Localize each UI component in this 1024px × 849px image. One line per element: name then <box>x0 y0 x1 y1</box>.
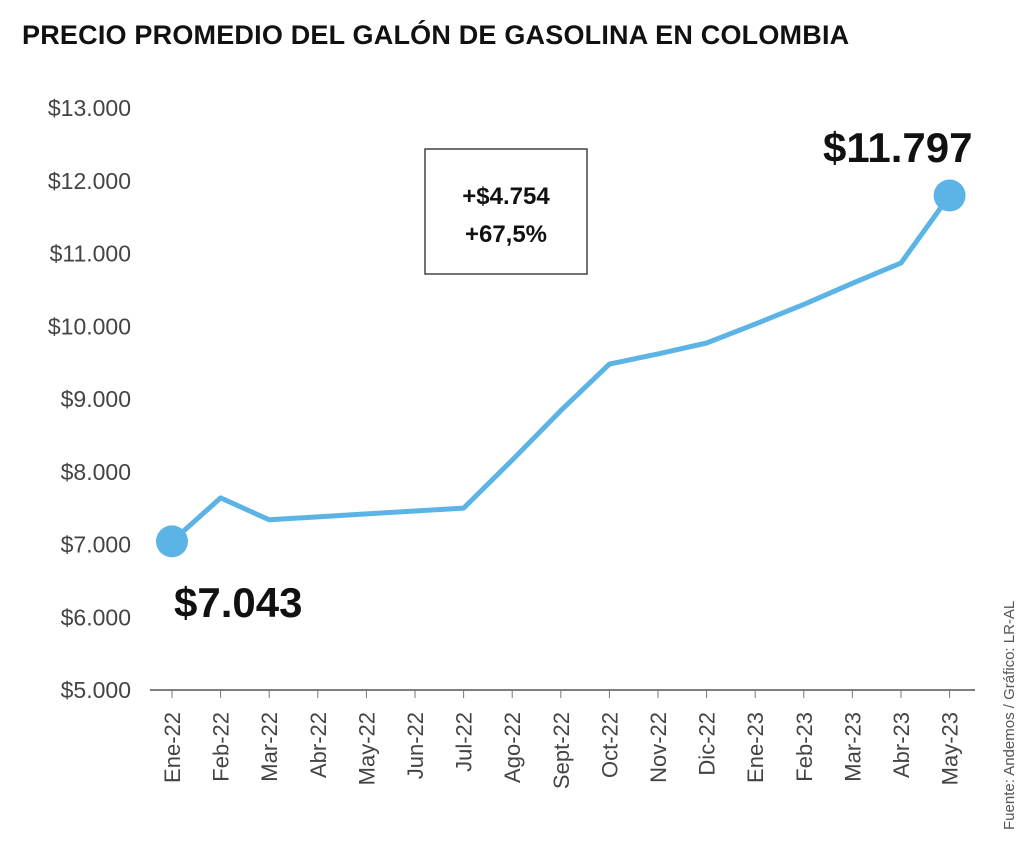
x-tick-label: Jul-22 <box>452 712 477 772</box>
x-axis: Ene-22 Feb-22 Mar-22 Abr-22 May-22 Jun-22 Jul-… <box>160 690 963 789</box>
y-tick-label: $5.000 <box>61 677 131 703</box>
end-point <box>933 179 966 212</box>
y-tick-label: $12.000 <box>48 168 131 194</box>
y-tick-label: $7.000 <box>61 532 131 558</box>
annotation-box <box>424 148 588 275</box>
x-tick-label: Dic-22 <box>695 712 720 776</box>
x-tick-label: Ene-23 <box>743 712 768 783</box>
series-line <box>169 193 953 544</box>
y-tick-label: $11.000 <box>50 241 131 267</box>
y-tick-label: $13.000 <box>48 95 131 121</box>
y-tick-label: $9.000 <box>61 386 131 412</box>
y-tick-label: $6.000 <box>61 604 131 630</box>
x-tick-label: Feb-23 <box>792 712 817 782</box>
start-point <box>156 525 188 558</box>
x-tick-label: Sept-22 <box>549 712 574 789</box>
x-tick-label: Ago-22 <box>500 712 525 783</box>
y-axis: $13.000 $12.000 $11.000 $10.000 $9.000 $8.000… <box>48 95 131 703</box>
y-tick-label: $8.000 <box>61 459 131 485</box>
x-tick-label: Jun-22 <box>403 712 428 779</box>
x-tick-label: Oct-22 <box>597 712 622 778</box>
y-tick-label: $10.000 <box>48 313 131 339</box>
x-tick-label: Abr-22 <box>306 712 331 778</box>
x-tick-label: May-22 <box>354 712 379 785</box>
series-gasoline-price <box>156 179 966 558</box>
annotation-amount: +$4.754 <box>462 183 550 210</box>
x-tick-label: May-23 <box>938 712 963 785</box>
start-value-label: $7.043 <box>174 579 302 626</box>
x-tick-label: Mar-22 <box>257 712 282 782</box>
x-tick-label: Ene-22 <box>160 712 185 783</box>
annotation-percent: +67,5% <box>465 221 547 248</box>
chart-title: PRECIO PROMEDIO DEL GALÓN DE GASOLINA EN… <box>22 20 850 50</box>
x-tick-label: Abr-23 <box>889 712 914 778</box>
x-tick-label: Nov-22 <box>646 712 671 783</box>
source-note: Fuente: Andemos / Gráfico: LR-AL <box>1001 601 1018 830</box>
end-value-label: $11.797 <box>823 124 973 171</box>
x-tick-label: Feb-22 <box>209 712 234 782</box>
x-tick-label: Mar-23 <box>840 712 865 782</box>
